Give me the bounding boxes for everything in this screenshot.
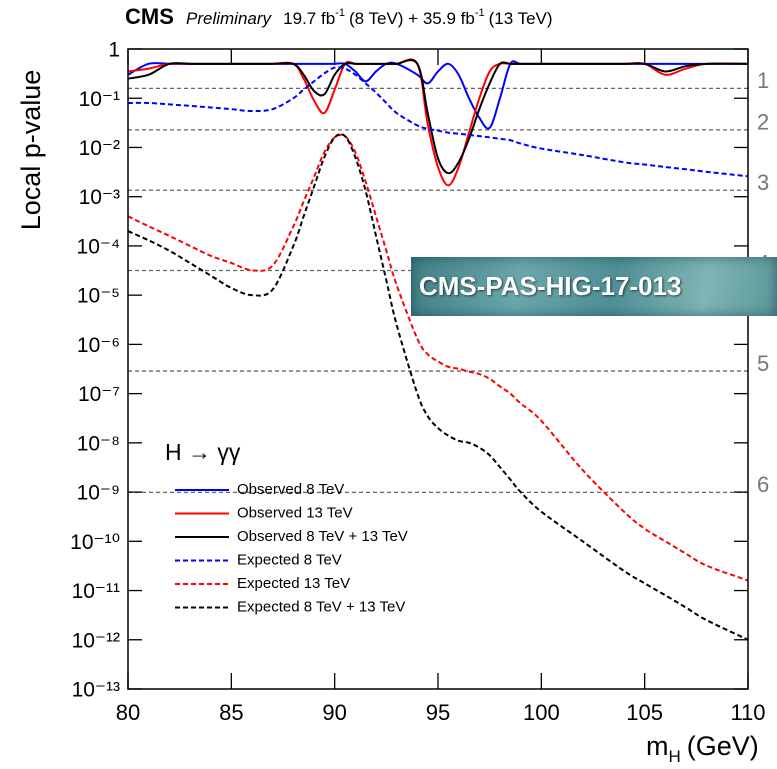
y-tick-label: 10⁻⁸ xyxy=(77,432,120,455)
y-tick-label: 10⁻¹ xyxy=(79,88,120,111)
x-tick-label: 90 xyxy=(322,700,346,725)
lumi: (13 TeV) xyxy=(489,9,553,28)
y-tick-label: 10⁻⁴ xyxy=(77,235,120,258)
y-tick-label: 10⁻⁷ xyxy=(78,383,120,406)
legend-label: Expected 13 TeV xyxy=(237,575,350,592)
x-label-main: m xyxy=(646,731,669,761)
plot-lines xyxy=(128,58,748,641)
legend-label: Observed 8 TeV xyxy=(237,481,344,498)
overlay-label: CMS-PAS-HIG-17-013 xyxy=(419,271,682,301)
series-line xyxy=(128,59,748,175)
x-tick-label: 95 xyxy=(426,700,450,725)
legend-label: Expected 8 TeV xyxy=(237,551,342,568)
y-tick-label: 10⁻⁵ xyxy=(77,285,120,308)
y-tick-label: 10⁻² xyxy=(79,137,120,160)
sigma-label: 3 xyxy=(757,170,769,195)
y-tick-label: 10⁻¹¹ xyxy=(72,580,120,603)
legend-label: Observed 8 TeV + 13 TeV xyxy=(237,528,408,545)
chart-title: CMS Preliminary 19.7 fb-1 (8 TeV) + 35.9 … xyxy=(125,4,553,29)
series-line xyxy=(128,60,748,130)
sigma-label: 6 xyxy=(757,472,769,497)
sigma-label: 5 xyxy=(757,351,769,376)
series-line xyxy=(128,133,748,582)
y-axis-label: Local p-value xyxy=(16,70,46,231)
annotation: H → γγ xyxy=(165,439,241,465)
x-label-unit: (GeV) xyxy=(687,731,759,761)
lumi-sup: -1 xyxy=(475,7,485,19)
legend-label: Observed 13 TeV xyxy=(237,504,353,521)
plot-frame xyxy=(127,48,749,690)
y-tick-label: 10⁻⁶ xyxy=(77,334,120,357)
overlay-banner: CMS-PAS-HIG-17-013 xyxy=(411,257,777,316)
x-tick-label: 110 xyxy=(730,700,765,725)
y-tick-label: 1 xyxy=(108,39,120,62)
sigma-label: 2 xyxy=(757,110,769,135)
sigma-label: 1 xyxy=(757,68,769,93)
y-tick-label: 10⁻⁹ xyxy=(77,482,120,505)
x-tick-label: 85 xyxy=(219,700,243,725)
subtitle: Preliminary xyxy=(186,9,273,28)
x-axis-label: mH (GeV) xyxy=(646,731,759,766)
x-tick-label: 105 xyxy=(626,700,663,725)
lumi-sup: -1 xyxy=(335,7,345,19)
y-tick-label: 10⁻³ xyxy=(79,186,120,209)
y-tick-label: 10⁻¹² xyxy=(72,629,120,652)
x-label-sub: H xyxy=(669,747,681,766)
title: CMS xyxy=(125,4,174,29)
x-tick-label: 80 xyxy=(116,700,140,725)
x-tick-label: 100 xyxy=(523,700,560,725)
y-tick-label: 10⁻¹³ xyxy=(72,679,120,702)
lumi: 19.7 fb xyxy=(283,9,335,28)
lumi: (8 TeV) + 35.9 fb xyxy=(349,9,475,28)
y-tick-label: 10⁻¹⁰ xyxy=(70,531,120,554)
series-line xyxy=(128,133,748,641)
legend-label: Expected 8 TeV + 13 TeV xyxy=(237,598,405,615)
